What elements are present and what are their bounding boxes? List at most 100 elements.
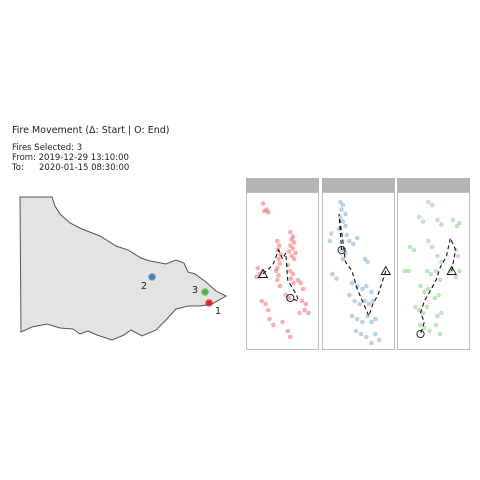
fire-1-point xyxy=(290,234,296,239)
fire-3-point xyxy=(422,289,427,295)
fire-2-point xyxy=(347,292,352,298)
fire-2-point xyxy=(339,247,344,253)
fire-2-point xyxy=(353,328,359,334)
fire-2-point xyxy=(364,283,369,289)
fire-1-point xyxy=(276,256,281,262)
fire-2-point xyxy=(339,207,344,212)
map-fire-2-point xyxy=(150,273,156,279)
fire-1-point xyxy=(301,286,306,292)
fire-2-point xyxy=(369,289,374,295)
fire-3-point xyxy=(424,304,430,310)
fire-1-point xyxy=(259,298,265,304)
fire-1-point xyxy=(264,207,270,212)
fire-2-point xyxy=(354,235,360,241)
fire-1-point xyxy=(277,283,283,289)
fire-1-point xyxy=(262,208,267,214)
victoria-map xyxy=(19,196,228,341)
fire-3-point xyxy=(437,277,443,283)
fire-2-point xyxy=(377,337,382,343)
fire-1-point xyxy=(295,277,301,283)
map-fire-label: 3 xyxy=(192,285,198,296)
map-fire-label: 1 xyxy=(215,306,221,317)
fire-3-point xyxy=(450,217,456,223)
fire-3-point xyxy=(457,220,462,226)
fire-1-point xyxy=(260,201,266,206)
fire-facets xyxy=(246,178,470,350)
fire-1-point xyxy=(291,240,297,245)
facet-strip xyxy=(397,178,470,192)
fire-1-point xyxy=(267,316,272,322)
fire-2-point xyxy=(357,301,363,307)
fire-1-point xyxy=(289,253,294,259)
facet-panel-frame xyxy=(246,192,319,350)
fire-2-point xyxy=(349,280,355,286)
chart-title: Fire Movement (Δ: Start | O: End) xyxy=(12,125,170,136)
fire-2-point xyxy=(351,241,356,247)
fire-2-point xyxy=(369,340,374,346)
fire-1-point xyxy=(299,298,305,304)
fire-1-point xyxy=(277,243,282,248)
fire-2-point xyxy=(362,298,368,304)
fire-1-point xyxy=(288,243,293,248)
end-circle-marker xyxy=(337,245,346,255)
fire-2-point xyxy=(354,283,360,289)
fire-2-point xyxy=(354,316,360,322)
fire-3-point xyxy=(453,274,458,280)
fire-1-point xyxy=(291,256,297,262)
fire-1-point xyxy=(285,328,291,334)
fire-1-point xyxy=(286,295,292,301)
fire-2-point xyxy=(370,298,376,304)
facet-strip xyxy=(322,178,395,192)
fire-2-point xyxy=(365,259,370,265)
fire-3-point xyxy=(422,325,427,331)
fire-3-point xyxy=(435,217,440,223)
victoria-outline xyxy=(19,196,228,341)
facet-panel-fire-2 xyxy=(322,178,395,350)
facet-panel-fire-1 xyxy=(246,178,319,350)
end-circle-marker xyxy=(416,329,425,339)
fire-1-point xyxy=(273,268,279,274)
fire-3-point xyxy=(437,331,443,337)
fire-1-point xyxy=(280,319,285,325)
fire-3-point xyxy=(439,310,444,316)
fire-3-point xyxy=(418,322,423,328)
fire-3-point xyxy=(427,328,432,334)
fire-3-point xyxy=(424,268,430,274)
fire-3-point xyxy=(426,286,431,292)
fire-3-point xyxy=(457,268,462,274)
fire-2-point xyxy=(328,231,334,236)
fire-1-point xyxy=(275,277,280,283)
fire-1-point xyxy=(271,322,276,328)
fire-2-point xyxy=(349,313,355,319)
start-triangle-marker xyxy=(446,265,457,275)
fire-1-point xyxy=(254,274,259,280)
fire-2-point xyxy=(362,256,368,262)
fire-1-point xyxy=(288,229,293,235)
fire-1-point xyxy=(306,310,311,316)
fire-2-point xyxy=(338,199,343,205)
fire-2-point xyxy=(347,238,352,244)
fire-2-point xyxy=(364,334,369,340)
to-date-text: 2020-01-15 08:30:00 xyxy=(39,163,130,173)
fire-3-point xyxy=(406,268,412,274)
fire-3-point xyxy=(407,244,413,250)
fire-1-point xyxy=(286,249,292,254)
fire-3-point xyxy=(416,214,422,220)
fire-1-point xyxy=(293,250,298,256)
fire-2-point xyxy=(343,211,348,217)
fire-1-point xyxy=(276,273,281,278)
fire-2-point xyxy=(352,298,357,304)
start-triangle-marker xyxy=(257,268,269,278)
fire-1-point xyxy=(265,210,271,215)
fire-1-point xyxy=(263,301,268,307)
start-triangle-marker xyxy=(380,265,392,275)
fire-3-point xyxy=(413,304,418,310)
fire-3-point xyxy=(428,271,434,277)
map-fire-3-point xyxy=(203,288,209,294)
fire-3-point xyxy=(433,268,439,274)
fire-1-point xyxy=(298,280,304,286)
fire-1-point xyxy=(302,307,307,313)
to-label: To: xyxy=(12,163,24,173)
fire-3-point xyxy=(439,222,444,227)
fire-3-point xyxy=(420,310,426,316)
